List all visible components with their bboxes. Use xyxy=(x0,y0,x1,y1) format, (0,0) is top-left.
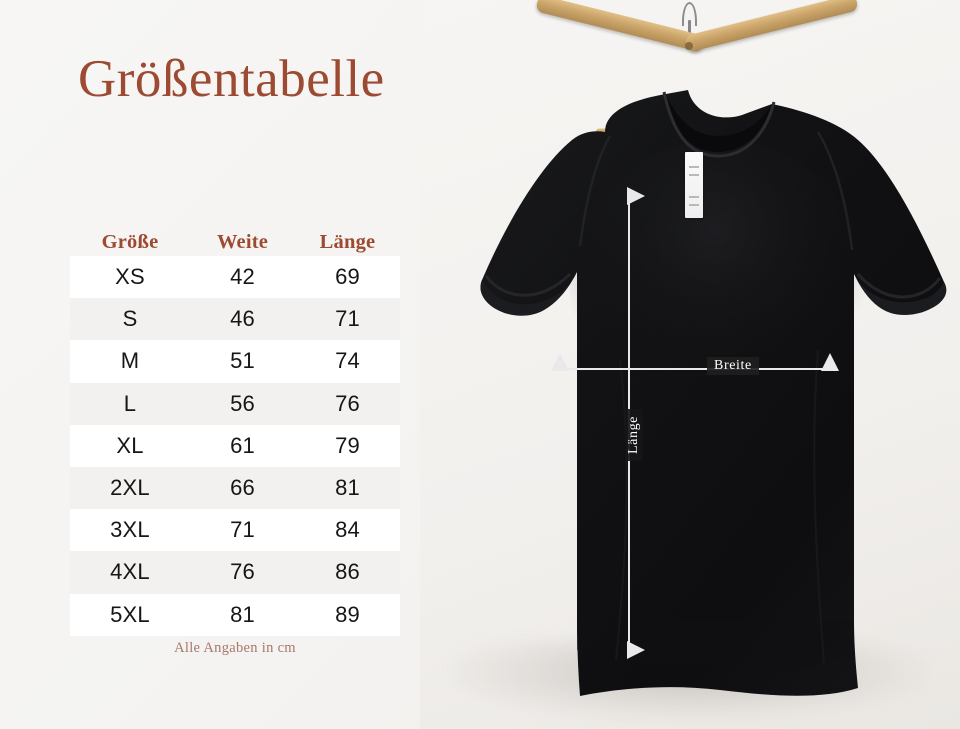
tshirt-fold-left xyxy=(615,359,628,661)
cell-width: 61 xyxy=(230,432,255,458)
table-row: L 56 76 xyxy=(70,382,400,425)
tshirt-right-cuff-fold xyxy=(856,273,942,299)
tshirt-chest-sheen xyxy=(570,140,870,440)
tshirt-right-shoulder-seam xyxy=(816,131,854,251)
cell-width: 76 xyxy=(230,559,255,585)
cell-width: 56 xyxy=(230,390,255,416)
length-measurement-label: Länge xyxy=(624,409,643,461)
table-row: 5XL 81 89 xyxy=(70,593,400,636)
table-body: XS 42 69 S 46 71 M 51 74 L 56 76 XL xyxy=(70,256,400,636)
column-header-width: Weite xyxy=(216,231,269,253)
tshirt-left-cuff xyxy=(480,280,572,316)
cell-size: 5XL xyxy=(110,601,150,627)
tshirt-left-cuff-fold xyxy=(484,272,572,297)
column-header-length: Länge xyxy=(319,231,376,253)
cell-width: 66 xyxy=(230,475,255,501)
hanger-center-knot xyxy=(685,42,693,50)
hanger-right-arm xyxy=(683,0,859,53)
cell-width: 46 xyxy=(230,306,255,332)
cell-size: 3XL xyxy=(110,517,150,543)
tshirt-right-cuff xyxy=(856,278,947,315)
table-header-row: Größe Weite Länge xyxy=(70,212,400,256)
cell-length: 76 xyxy=(335,390,360,416)
table-row: XL 61 79 xyxy=(70,424,400,467)
tshirt-neckline xyxy=(666,94,772,152)
tshirt-svg xyxy=(480,90,947,696)
cell-size: S xyxy=(122,306,138,332)
table-row: S 46 71 xyxy=(70,298,400,341)
cell-size: 2XL xyxy=(110,475,150,501)
cell-width: 81 xyxy=(230,601,255,627)
table-row: M 51 74 xyxy=(70,340,400,383)
cell-length: 89 xyxy=(335,601,360,627)
tshirt-collar-rib xyxy=(662,91,776,158)
table-row: 2XL 66 81 xyxy=(70,466,400,510)
size-table: Größe Weite Länge XS 42 69 S 46 71 M 51 … xyxy=(70,212,400,636)
cell-length: 69 xyxy=(335,264,360,290)
cell-width: 42 xyxy=(230,264,255,290)
cell-size: XS xyxy=(115,264,145,290)
cell-width: 51 xyxy=(230,348,255,374)
cell-length: 84 xyxy=(335,517,360,543)
tshirt-fold-right xyxy=(813,349,825,665)
table-row: 3XL 71 84 xyxy=(70,509,400,552)
table-row: 4XL 76 86 xyxy=(70,551,400,594)
page-title: Größentabelle xyxy=(78,50,385,108)
cell-size: XL xyxy=(116,432,144,458)
tshirt-hem-shade xyxy=(577,620,854,672)
cell-length: 71 xyxy=(335,306,360,332)
width-measurement-label: Breite xyxy=(707,357,759,375)
table-row: XS 42 69 xyxy=(70,256,400,299)
care-label xyxy=(685,152,703,218)
garment-photo: Breite Länge xyxy=(420,0,960,729)
hanger-left-arm xyxy=(535,0,707,53)
cell-length: 74 xyxy=(335,348,360,374)
cell-size: M xyxy=(120,348,140,374)
cell-length: 81 xyxy=(335,475,360,501)
tshirt-left-shoulder-seam xyxy=(578,135,612,247)
cell-size: L xyxy=(123,390,137,416)
tshirt-graphic xyxy=(420,60,960,700)
table-note: Alle Angaben in cm xyxy=(174,640,296,656)
cell-width: 71 xyxy=(230,517,255,543)
cell-length: 86 xyxy=(335,559,360,585)
column-header-size: Größe xyxy=(101,231,159,253)
cell-size: 4XL xyxy=(110,559,150,585)
cell-length: 79 xyxy=(335,432,360,458)
hanger-hook-stem xyxy=(688,20,691,40)
hanger-hook-icon xyxy=(682,2,697,26)
